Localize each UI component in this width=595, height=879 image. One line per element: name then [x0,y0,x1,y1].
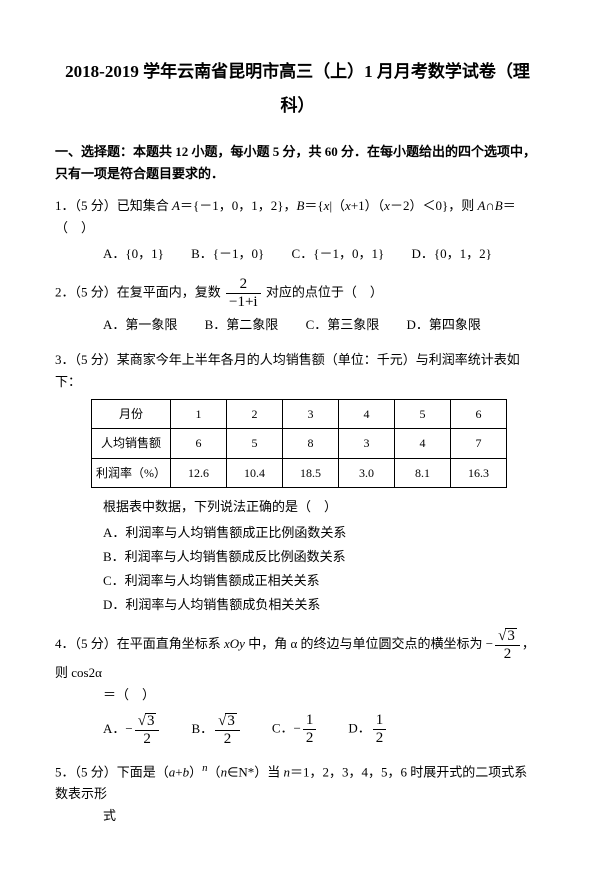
q1-opt-d: D．{0，1，2} [411,246,491,261]
q4-neg-c: − [294,721,301,736]
page-title: 2018-2019 学年云南省昆明市高三（上）1 月月考数学试卷（理 科） [55,55,540,123]
q5-stem-g: 式 [55,805,540,827]
th-3: 3 [283,399,339,428]
q4-frac: 32 [495,628,520,662]
q3-stem: 3．（5 分）某商家今年上半年各月的人均销售额（单位：千元）与利润率统计表如下： [55,349,540,393]
q4-opt-a: A． [103,721,125,736]
q4-opt-d-wrap: D．12 [348,713,388,746]
q4-frac-c: 12 [303,713,317,746]
q4-opt-b-wrap: B．32 [191,713,241,747]
q4-sqrt3: 3 [505,628,517,644]
td-r2-4: 3.0 [339,458,395,487]
q3-opt-c: C．利润率与人均销售额成正相关关系 [103,570,540,592]
q3-opt-a: A．利润率与人均销售额成正比例函数关系 [103,522,540,544]
q2-frac-num: 2 [226,277,261,294]
th-5: 5 [395,399,451,428]
q1-stem-b: ＝{－1，0，1，2}， [180,198,296,213]
question-1: 1．（5 分）已知集合 A＝{－1，0，1，2}，B＝{x|（x+1）（x－2）… [55,195,540,265]
q4-xoy: xOy [224,636,245,651]
q2-frac-den: −1+i [226,294,261,310]
td-r2-5: 8.1 [395,458,451,487]
q1-stem-c: ＝{ [304,198,323,213]
var-A: A [172,198,180,213]
td-r1-3: 8 [283,429,339,458]
q4-frac-b: 32 [215,713,240,747]
q1-stem-a: 1．（5 分）已知集合 [55,198,172,213]
q4-opt-d: D． [348,721,370,736]
td-r1-4: 3 [339,429,395,458]
sqrt-icon: 3 [218,713,237,729]
q5-stem-c: ） [189,764,202,779]
q2-fraction: 2 −1+i [226,277,261,310]
section-heading: 一、选择题：本题共 12 小题，每小题 5 分，共 60 分．在每小题给出的四个… [55,141,540,185]
q4-stem-b: 中，角 α 的终边与单位圆交点的横坐标为 [245,636,486,651]
q4-opt-c: C． [272,721,294,736]
table-header-row: 月份 1 2 3 4 5 6 [92,399,507,428]
q4-opt-c-wrap: C．−12 [272,713,319,746]
q1-stem-d: |（ [329,198,345,213]
q1-opt-c: C．{－1，0，1} [292,246,385,261]
th-0: 月份 [92,399,171,428]
q4-opt-b: B． [191,721,213,736]
sqrt-icon: 3 [498,628,517,644]
td-r2-1: 12.6 [171,458,227,487]
td-r2-2: 10.4 [227,458,283,487]
q1-stem-f: －2）＜0}，则 [390,198,478,213]
td-r1-1: 6 [171,429,227,458]
q4-neg: − [486,636,493,651]
q4-opt-a-wrap: A．−32 [103,713,161,747]
sqrt-icon: 3 [138,713,157,729]
q2-stem-a: 2．（5 分）在复平面内，复数 [55,285,221,300]
q2-opt-a: A．第一象限 [103,317,177,332]
q5-stem-a: 5．（5 分）下面是（ [55,764,169,779]
q2-options: A．第一象限 B．第二象限 C．第三象限 D．第四象限 [55,314,540,336]
question-4: 4．（5 分）在平面直角坐标系 xOy 中，角 α 的终边与单位圆交点的横坐标为… [55,628,540,746]
question-5: 5．（5 分）下面是（a+b）n（n∈N*）当 n＝1，2，3，4，5，6 时展… [55,759,540,828]
question-3: 3．（5 分）某商家今年上半年各月的人均销售额（单位：千元）与利润率统计表如下：… [55,349,540,617]
q3-opt-b: B．利润率与人均销售额成反比例函数关系 [103,546,540,568]
q2-stem-b: 对应的点位于（ ） [266,285,383,300]
var-B2: B [495,198,503,213]
q5-stem-d: （ [208,764,221,779]
question-2: 2．（5 分）在复平面内，复数 2 −1+i 对应的点位于（ ） A．第一象限 … [55,277,540,336]
td-r2-0: 利润率（%） [92,458,171,487]
q4-stem-a: 4．（5 分）在平面直角坐标系 [55,636,224,651]
q4-frac-a: 32 [135,713,160,747]
q1-stem-e: +1）（ [351,198,384,213]
q1-opt-b: B．{－1，0} [191,246,264,261]
q3-opt-d: D．利润率与人均销售额成负相关关系 [103,594,540,616]
q4-frac-d: 12 [373,713,387,746]
q5-stem-e: ∈N*）当 [227,764,283,779]
q5-stem-b: + [175,764,182,779]
td-r1-2: 5 [227,429,283,458]
q4-options: A．−32 B．32 C．−12 D．12 [55,713,540,747]
q2-opt-d: D．第四象限 [406,317,480,332]
q4-neg-a: − [125,721,132,736]
q1-opt-a: A．{0，1} [103,246,164,261]
td-r2-3: 18.5 [283,458,339,487]
q3-table: 月份 1 2 3 4 5 6 人均销售额 6 5 8 3 4 7 利润率（%） … [91,399,507,488]
q3-options: A．利润率与人均销售额成正比例函数关系 B．利润率与人均销售额成反比例函数关系 … [55,522,540,616]
q2-opt-b: B．第二象限 [205,317,279,332]
table-row: 人均销售额 6 5 8 3 4 7 [92,429,507,458]
q4-den: 2 [495,646,520,662]
td-r1-5: 4 [395,429,451,458]
th-6: 6 [451,399,507,428]
th-2: 2 [227,399,283,428]
title-line-2: 科） [55,89,540,123]
th-4: 4 [339,399,395,428]
title-line-1: 2018-2019 学年云南省昆明市高三（上）1 月月考数学试卷（理 [55,55,540,89]
td-r1-0: 人均销售额 [92,429,171,458]
q2-opt-c: C．第三象限 [306,317,380,332]
table-row: 利润率（%） 12.6 10.4 18.5 3.0 8.1 16.3 [92,458,507,487]
q3-post: 根据表中数据，下列说法正确的是（ ） [55,496,540,518]
q1-options: A．{0，1} B．{－1，0} C．{－1，0，1} D．{0，1，2} [55,243,540,265]
td-r1-6: 7 [451,429,507,458]
q4-stem-d: ＝（ ） [55,684,540,706]
td-r2-6: 16.3 [451,458,507,487]
q1-stem-g: ∩ [485,198,494,213]
th-1: 1 [171,399,227,428]
